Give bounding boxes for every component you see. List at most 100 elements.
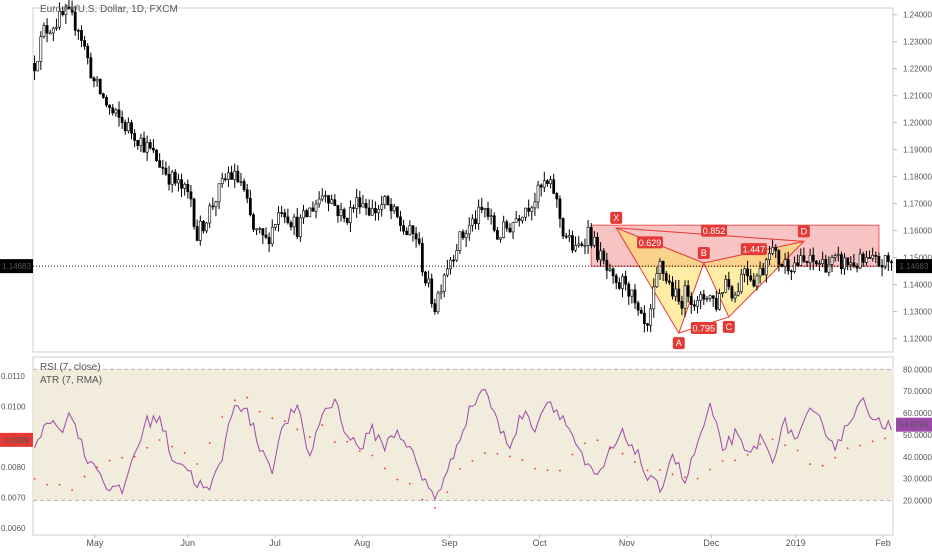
candle-body bbox=[345, 217, 349, 224]
candle-body bbox=[758, 267, 762, 277]
price-y-tick: 1.21000 bbox=[903, 92, 932, 101]
candle-body bbox=[539, 184, 543, 188]
candle-body bbox=[245, 189, 249, 199]
atr-dot bbox=[483, 452, 486, 455]
candle-body bbox=[233, 170, 237, 180]
price-y-tick: 1.12000 bbox=[903, 335, 932, 344]
candle-body bbox=[714, 297, 718, 310]
candle-body bbox=[405, 230, 409, 235]
atr-dot bbox=[709, 468, 711, 471]
x-month-tick: Nov bbox=[619, 538, 636, 548]
candle-body bbox=[145, 142, 149, 153]
candle-body bbox=[342, 209, 346, 219]
candle-body bbox=[574, 245, 577, 251]
rsi-band bbox=[33, 369, 893, 501]
candle-body bbox=[355, 197, 359, 209]
atr-dot bbox=[859, 444, 862, 447]
candle-body bbox=[596, 236, 599, 261]
atr-dot bbox=[346, 440, 349, 443]
candle-body bbox=[849, 262, 853, 266]
price-y-tick: 1.16000 bbox=[903, 227, 932, 236]
atr-dot bbox=[871, 440, 874, 443]
candle-body bbox=[639, 309, 643, 314]
candle-body bbox=[455, 250, 459, 261]
last-price-left-box bbox=[0, 259, 33, 274]
candle-body bbox=[668, 280, 671, 283]
x-month-tick: Oct bbox=[533, 538, 548, 548]
candle-body bbox=[248, 197, 252, 216]
rsi-y-tick: 70.0000 bbox=[903, 387, 932, 396]
candle-body bbox=[123, 122, 127, 132]
x-month-tick: Aug bbox=[354, 538, 370, 548]
candle-body bbox=[67, 6, 71, 10]
candle-body bbox=[696, 300, 699, 307]
candle-body bbox=[783, 259, 787, 267]
candle-body bbox=[95, 78, 99, 82]
candle-body bbox=[270, 226, 274, 245]
candle-body bbox=[470, 218, 474, 226]
harmonic-ratio-box bbox=[740, 243, 767, 256]
harmonic-point-box bbox=[797, 225, 810, 238]
candle-body bbox=[608, 268, 612, 271]
candle-body bbox=[777, 250, 781, 265]
candle-body bbox=[546, 180, 549, 185]
candle-body bbox=[73, 11, 77, 31]
candle-body bbox=[383, 196, 387, 205]
candle-body bbox=[833, 255, 837, 258]
atr-legend: ATR (7, RMA) bbox=[40, 375, 103, 386]
candle-body bbox=[420, 242, 424, 273]
candle-body bbox=[295, 216, 299, 238]
candle-body bbox=[677, 288, 681, 302]
candle-body bbox=[273, 224, 277, 228]
candle-body bbox=[780, 264, 784, 267]
candle-body bbox=[120, 117, 124, 123]
candle-body bbox=[549, 179, 552, 185]
atr-dot bbox=[333, 441, 336, 444]
harmonic-ratio-box bbox=[637, 236, 664, 249]
candle-body bbox=[45, 25, 49, 34]
candle-body bbox=[746, 268, 749, 277]
atr-dot bbox=[296, 428, 299, 431]
atr-dot bbox=[408, 482, 411, 485]
candle-body bbox=[799, 255, 803, 266]
candle-body bbox=[173, 171, 177, 184]
candle-body bbox=[277, 212, 280, 225]
atr-dot bbox=[846, 447, 849, 449]
atr-dot bbox=[171, 445, 174, 448]
candle-body bbox=[883, 255, 887, 268]
rsi-value-label: 54.6799 bbox=[900, 421, 929, 430]
candle-body bbox=[655, 273, 659, 288]
atr-dot bbox=[396, 478, 399, 481]
candle-body bbox=[317, 198, 321, 205]
harmonic-point-box bbox=[672, 337, 685, 350]
atr-dot bbox=[321, 424, 324, 426]
atr-dot bbox=[534, 467, 536, 470]
candle-body bbox=[92, 77, 96, 82]
atr-dot bbox=[208, 442, 211, 444]
candle-body bbox=[352, 207, 355, 209]
atr-dot bbox=[721, 460, 724, 462]
candle-body bbox=[417, 238, 421, 244]
candle-body bbox=[164, 167, 168, 175]
candle-body bbox=[48, 32, 52, 35]
atr-dot bbox=[71, 489, 73, 491]
x-month-tick: Feb bbox=[875, 538, 891, 548]
candle-body bbox=[589, 226, 593, 246]
atr-dot bbox=[271, 417, 274, 420]
candle-body bbox=[840, 254, 843, 270]
atr-dot bbox=[46, 483, 48, 486]
harmonic-point-box bbox=[697, 246, 710, 259]
last-price-right-box bbox=[896, 259, 932, 274]
candle-body bbox=[555, 193, 559, 200]
rsi-y-tick: 20.0000 bbox=[903, 496, 932, 505]
candle-body bbox=[689, 296, 693, 306]
candle-body bbox=[489, 215, 493, 217]
atr-dot bbox=[596, 439, 599, 442]
candle-body bbox=[861, 253, 865, 263]
candle-body bbox=[730, 286, 734, 299]
candle-body bbox=[524, 207, 527, 218]
candle-body bbox=[427, 278, 430, 284]
candle-body bbox=[614, 275, 618, 283]
candle-body bbox=[148, 142, 152, 149]
candle-body bbox=[158, 160, 162, 168]
